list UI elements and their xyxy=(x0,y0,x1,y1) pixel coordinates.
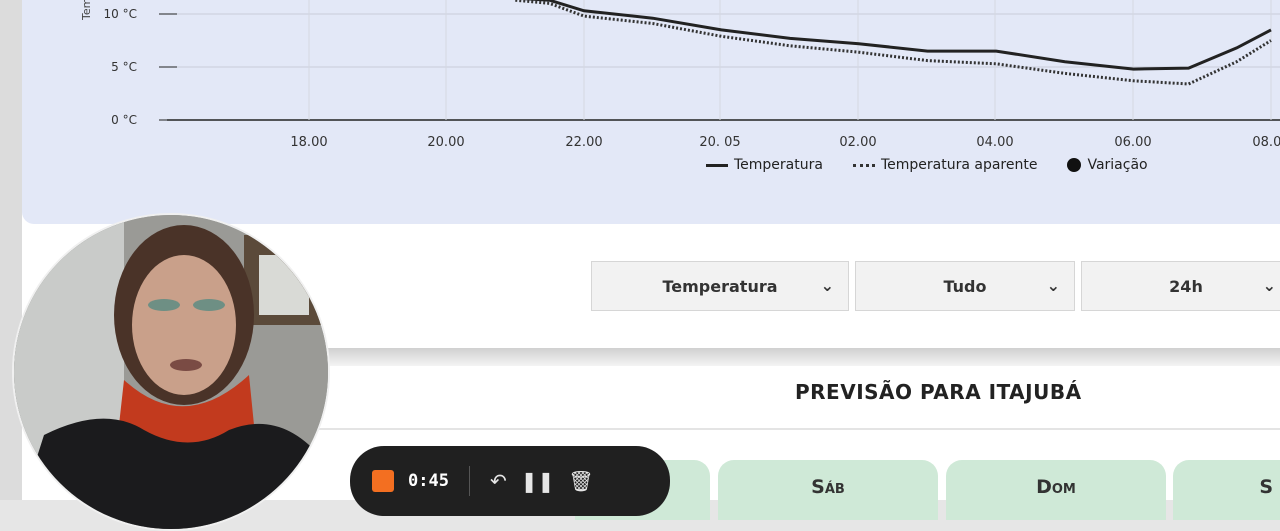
screen-left-edge xyxy=(0,0,22,500)
x-tick-label: 20. 05 xyxy=(699,135,740,150)
dot-icon xyxy=(1067,158,1082,172)
chart-legend: Temperatura Temperatura aparente Variaçã… xyxy=(706,157,1148,173)
solid-line-icon xyxy=(706,163,728,167)
temperature-chart-card: 10 °C 5 °C 0 °C 18.00 20.00 22.00 20. 05 02.00 0… xyxy=(22,0,1280,224)
range-select-value: 24h xyxy=(1169,276,1203,296)
x-tick-label: 18.00 xyxy=(290,135,327,150)
day-tab-next[interactable]: S xyxy=(1173,460,1280,520)
undo-icon[interactable]: ↶ xyxy=(489,469,507,493)
legend-label: Temperatura xyxy=(734,157,823,173)
section-divider xyxy=(300,348,1280,366)
dotted-line-icon xyxy=(852,163,875,167)
stop-recording-button[interactable] xyxy=(372,470,394,492)
legend-item-variation[interactable]: Variação xyxy=(1067,157,1148,173)
webcam-person-image xyxy=(14,215,328,529)
chart-y-axis-label: Temp xyxy=(80,0,93,20)
legend-label: Variação xyxy=(1087,157,1148,173)
day-tab-dom[interactable]: Dom xyxy=(946,460,1166,520)
forecast-divider xyxy=(300,428,1280,430)
filter-select-value: Tudo xyxy=(943,276,987,296)
legend-label: Temperatura aparente xyxy=(880,157,1038,173)
chevron-down-icon: ⌄ xyxy=(1046,276,1060,295)
temperature-chart: 10 °C 5 °C 0 °C 18.00 20.00 22.00 20. 05 02.00 0… xyxy=(104,0,1280,150)
x-tick-label: 20.00 xyxy=(427,135,464,150)
legend-item-temperature[interactable]: Temperatura xyxy=(706,157,823,173)
screen-recorder-toolbar: 0:45 ↶ ❚❚ 🗑 xyxy=(350,446,670,516)
series-line-apparent-temperature xyxy=(515,0,1272,86)
chart-controls: Temperatura ⌄ Tudo ⌄ 24h ⌄ xyxy=(591,261,1280,311)
webcam-overlay[interactable] xyxy=(12,213,330,531)
day-tab-label: Sáb xyxy=(811,476,845,498)
y-tick-label: 0 °C xyxy=(111,113,137,127)
forecast-title: PREVISÃO PARA ITAJUBÁ xyxy=(795,380,1082,404)
pause-icon[interactable]: ❚❚ xyxy=(520,469,555,493)
y-tick-label: 5 °C xyxy=(111,60,137,74)
series-line-temperature xyxy=(521,0,1272,71)
filter-select[interactable]: Tudo ⌄ xyxy=(855,261,1075,311)
chevron-down-icon: ⌄ xyxy=(1262,276,1276,295)
toolbar-divider xyxy=(468,466,470,496)
metric-select[interactable]: Temperatura ⌄ xyxy=(591,261,849,311)
x-tick-label: 08.00 xyxy=(1252,135,1280,150)
recording-timer: 0:45 xyxy=(408,471,449,491)
day-tab-label: Dom xyxy=(1036,476,1076,498)
range-select[interactable]: 24h ⌄ xyxy=(1081,261,1280,311)
chevron-down-icon: ⌄ xyxy=(820,276,834,295)
x-tick-label: 06.00 xyxy=(1114,135,1151,150)
day-tab-sab[interactable]: Sáb xyxy=(718,460,938,520)
x-tick-label: 04.00 xyxy=(976,135,1013,150)
day-tab-label: S xyxy=(1259,476,1273,498)
x-tick-label: 22.00 xyxy=(565,135,602,150)
legend-item-apparent-temperature[interactable]: Temperatura aparente xyxy=(852,157,1038,173)
metric-select-value: Temperatura xyxy=(662,276,778,296)
x-tick-label: 02.00 xyxy=(839,135,876,150)
y-tick-label: 10 °C xyxy=(104,7,137,21)
trash-icon[interactable]: 🗑 xyxy=(568,469,594,493)
